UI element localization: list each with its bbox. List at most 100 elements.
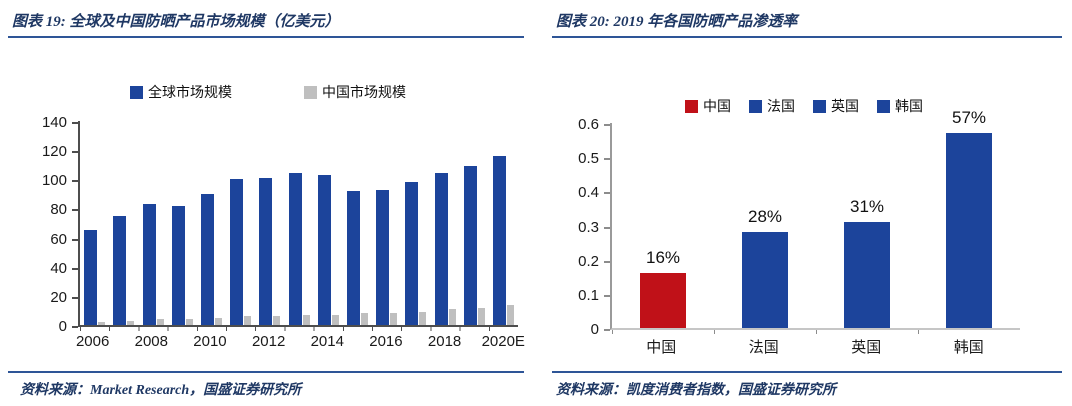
bar-中国市场规模-2017 — [419, 311, 427, 325]
x-tick-label-text: 2008 — [134, 333, 168, 350]
bar-全球市场规模-2014 — [317, 174, 331, 325]
legend-swatch — [685, 99, 698, 113]
legend-swatch — [130, 85, 143, 99]
bar-全球市场规模-2016 — [376, 189, 390, 325]
legend-item-韩国: 韩国 — [877, 96, 923, 116]
bar-中国市场规模-2013 — [302, 314, 310, 325]
bar-韩国 — [946, 133, 992, 328]
legend-swatch — [304, 85, 317, 99]
legend-item-全球市场规模: 全球市场规模 — [130, 82, 232, 102]
bar-全球市场规模-2015 — [346, 190, 360, 325]
x-axis-ticks — [80, 327, 518, 331]
x-tick-label-text: 2012 — [251, 333, 286, 350]
y-tick-label: 0.2 — [578, 252, 599, 270]
x-tick-label: 韩国 — [918, 336, 1021, 356]
bar-中国市场规模-2020E — [506, 304, 514, 325]
y-tick-mark — [72, 180, 78, 183]
legend-label: 英国 — [831, 98, 859, 114]
plot-area-market: 0 20 40 60 80 100 120 140 — [36, 114, 536, 335]
bar-中国市场规模-2019 — [477, 307, 485, 325]
x-tick-label: 法国 — [713, 336, 816, 356]
x-tick-label: 2016 — [369, 333, 403, 353]
value-label-中国: 16% — [645, 248, 681, 268]
x-tick-label: 2012 — [251, 333, 286, 353]
bar-中国市场规模-2008 — [156, 319, 164, 325]
y-tick-label: 0.6 — [578, 116, 599, 133]
bar-中国市场规模-2010 — [214, 317, 222, 325]
y-tick-label: 40 — [50, 259, 67, 277]
bar-group-中国: 16% — [612, 123, 714, 328]
bar-全球市场规模-2018 — [434, 173, 448, 325]
bar-全球市场规模-2007 — [113, 215, 127, 325]
bar-group-2007 — [109, 121, 138, 325]
x-tick-label — [225, 333, 254, 353]
figure-20-title: 图表 20: 2019 年各国防晒产品渗透率 — [556, 14, 798, 30]
legend-swatch — [877, 99, 890, 113]
x-tick-label-text: 英国 — [851, 339, 882, 356]
bar-中国市场规模-2009 — [185, 319, 193, 325]
x-tick-label — [401, 333, 430, 353]
y-tick-mark — [72, 151, 78, 154]
bar-group-2020E — [489, 121, 518, 325]
bar-中国市场规模-2011 — [244, 316, 252, 325]
y-tick-mark — [72, 122, 78, 124]
bar-法国 — [742, 232, 788, 328]
bar-全球市场规模-2012 — [259, 177, 273, 325]
y-axis-market: 0 20 40 60 80 100 120 140 — [36, 114, 78, 335]
bar-group-2011 — [226, 121, 255, 325]
bar-group-2016 — [372, 121, 401, 325]
x-tick-label-text: 2018 — [427, 333, 462, 350]
x-tick-label: 2008 — [134, 333, 168, 353]
legend-swatch — [749, 99, 762, 113]
bar-中国市场规模-2015 — [360, 313, 368, 325]
x-tick-label — [166, 333, 195, 353]
bar-group-2015 — [343, 121, 372, 325]
x-tick-label: 2010 — [193, 333, 226, 353]
y-tick-label: 0.1 — [578, 286, 599, 304]
y-tick-mark — [604, 260, 610, 263]
bar-group-韩国: 57% — [918, 108, 1020, 328]
bar-中国市场规模-2014 — [331, 314, 339, 325]
legend-item-英国: 英国 — [813, 96, 859, 116]
y-tick-mark — [72, 296, 78, 299]
figure-20-source: 资料来源：凯度消费者指数，国盛证券研究所 — [552, 371, 1062, 399]
bar-group-2019 — [460, 121, 489, 325]
x-tick-label: 中国 — [610, 336, 713, 356]
bar-全球市场规模-2010 — [200, 193, 214, 325]
legend-market-size: 全球市场规模 中国市场规模 — [0, 82, 536, 102]
y-tick-label: 0 — [590, 321, 599, 338]
bars-penetration: 16% 28% 31% 57% — [610, 108, 1020, 334]
value-label-韩国: 57% — [951, 108, 987, 128]
x-tick-label-text: 中国 — [646, 339, 677, 356]
chart-panel-market-size: 图表 19: 全球及中国防晒产品市场规模（亿美元） 全球市场规模 中国市场规模 0… — [0, 14, 536, 398]
plot-area-penetration: 0 0.1 0.2 0.3 0.4 0.5 0.6 16% 28% 31% 57% — [566, 108, 1072, 338]
y-tick-label: 120 — [41, 143, 67, 161]
y-tick-label: 0.4 — [578, 184, 599, 202]
bar-group-2017 — [401, 121, 430, 325]
y-tick-mark — [72, 267, 78, 270]
x-tick-label-text: 2016 — [369, 333, 403, 350]
x-axis-labels-penetration: 中国 法国 英国 韩国 — [610, 336, 1020, 356]
x-axis-labels-market: 2006 2008 2010 2012 2014 2016 2018 2020E — [75, 333, 525, 353]
bar-中国市场规模-2006 — [98, 322, 106, 325]
legend-item-中国: 中国 — [685, 96, 731, 116]
legend-label: 中国市场规模 — [322, 84, 406, 100]
legend-item-法国: 法国 — [749, 96, 795, 116]
x-tick-label-text: 法国 — [748, 339, 779, 356]
bar-全球市场规模-2017 — [405, 182, 419, 325]
bar-group-2018 — [430, 121, 459, 325]
title-rule — [552, 36, 1062, 38]
bar-全球市场规模-2006 — [84, 230, 98, 325]
x-tick-label: 2020E — [482, 333, 525, 353]
y-tick-mark — [72, 326, 78, 328]
bar-全球市场规模-2008 — [142, 204, 156, 325]
y-tick-mark — [604, 158, 610, 161]
bar-中国市场规模-2012 — [273, 316, 281, 325]
y-tick-label: 100 — [41, 172, 67, 190]
legend-penetration: 中国 法国 英国 韩国 — [536, 96, 1072, 116]
x-tick-label — [283, 333, 312, 353]
bar-group-2006 — [80, 121, 109, 325]
x-tick-label-text: 2006 — [75, 333, 110, 350]
bar-全球市场规模-2020E — [492, 155, 506, 325]
